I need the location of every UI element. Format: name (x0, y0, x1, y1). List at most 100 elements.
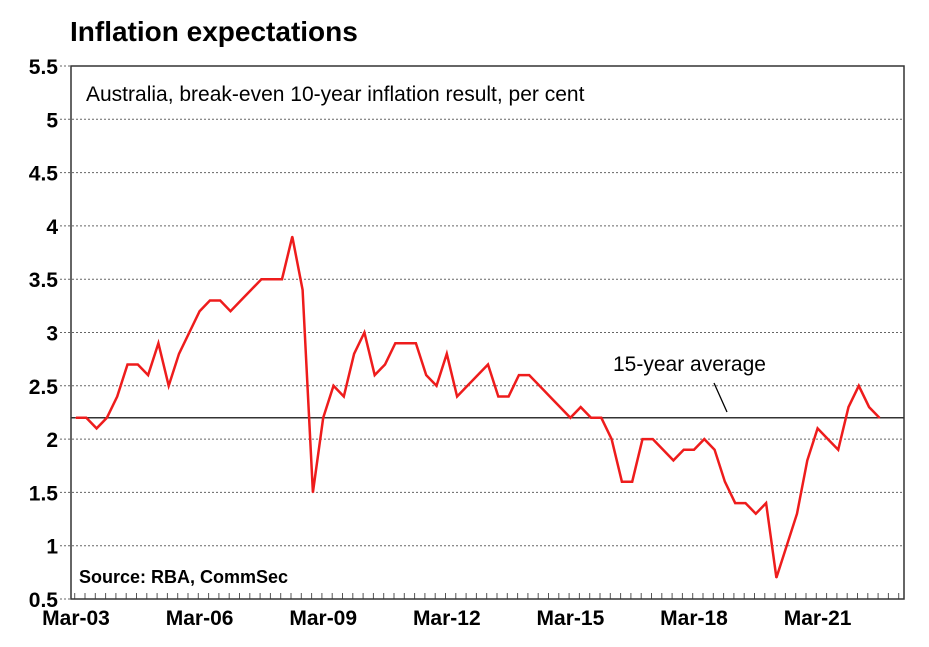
data-point (755, 512, 757, 515)
data-point (394, 342, 397, 344)
data-point (765, 502, 767, 504)
data-point (167, 385, 170, 387)
x-tick-label: Mar-12 (413, 607, 481, 630)
plot-frame (70, 65, 905, 600)
x-tick-label: Mar-21 (784, 607, 852, 630)
data-point (662, 448, 664, 451)
x-tick-label: Mar-15 (537, 607, 605, 630)
data-point (209, 299, 211, 302)
data-point (682, 448, 685, 451)
data-point (518, 374, 520, 376)
data-point (343, 395, 345, 398)
chart-subtitle: Australia, break-even 10-year inflation … (86, 83, 585, 106)
data-point (250, 289, 252, 291)
data-point (579, 406, 582, 408)
data-point (446, 353, 448, 355)
data-point (610, 438, 613, 440)
data-point (270, 278, 273, 281)
data-point (806, 459, 809, 462)
y-axis-ticks: 0.5 1 1.5 2 2.5 3 3.5 4 4.5 5 5.5 (29, 56, 59, 612)
data-point (466, 385, 469, 387)
data-point (229, 310, 232, 312)
data-point (600, 416, 603, 419)
data-point (157, 342, 160, 344)
source-note: Source: RBA, CommSec (79, 567, 288, 587)
data-point (847, 406, 850, 408)
data-point (796, 512, 798, 515)
data-point (631, 480, 633, 483)
data-point (641, 438, 644, 440)
data-point (672, 459, 675, 462)
y-tick-label: 1 (46, 536, 58, 559)
data-point (549, 395, 551, 398)
data-point (476, 374, 479, 376)
data-point (126, 363, 129, 366)
data-point (188, 331, 191, 334)
y-tick-label: 4.5 (29, 163, 59, 186)
data-points (75, 235, 881, 579)
data-point (456, 395, 458, 398)
data-point (353, 353, 355, 355)
chart-title: Inflation expectations (70, 16, 358, 47)
y-tick-label: 5.5 (29, 56, 59, 79)
y-tick-label: 3.5 (29, 269, 59, 292)
data-point (816, 427, 819, 430)
data-point (703, 438, 706, 440)
annotation-label: 15-year average (613, 353, 766, 376)
annotation-pointer (713, 382, 728, 413)
data-point (291, 235, 294, 238)
data-point (322, 416, 325, 419)
data-point (95, 427, 98, 430)
x-tick-label: Mar-09 (289, 607, 357, 630)
data-point (404, 342, 407, 344)
data-point (281, 278, 283, 281)
data-point (332, 385, 335, 387)
y-tick-label: 4 (46, 216, 58, 239)
data-point (621, 480, 623, 483)
data-point (878, 416, 881, 419)
data-point (219, 299, 221, 302)
data-point (301, 289, 304, 291)
data-point (569, 416, 572, 419)
data-point (734, 502, 736, 504)
data-point (538, 385, 541, 387)
y-tick-label: 3 (46, 323, 58, 346)
data-point (590, 416, 592, 419)
y-tick-label: 0.5 (29, 589, 59, 612)
data-point (85, 416, 88, 419)
data-point (425, 374, 428, 376)
data-point (137, 363, 139, 366)
y-tick-label: 2.5 (29, 376, 59, 399)
data-point (178, 353, 180, 355)
series-line-breakeven-inflation (76, 236, 881, 579)
data-point (652, 438, 654, 440)
data-point (507, 395, 510, 398)
x-tick-label: Mar-03 (42, 607, 110, 630)
data-point (198, 310, 201, 312)
data-point (312, 491, 314, 494)
data-point (693, 448, 695, 451)
y-tick-label: 1.5 (29, 482, 59, 505)
data-point (528, 374, 530, 376)
data-point (373, 374, 376, 376)
data-point (435, 385, 438, 387)
data-point (868, 406, 870, 408)
data-point (363, 331, 366, 334)
data-point (775, 576, 778, 579)
x-tick-label: Mar-06 (166, 607, 234, 630)
data-point (260, 278, 263, 281)
data-point (487, 363, 489, 366)
data-point (713, 448, 716, 451)
data-point (240, 299, 242, 302)
data-point (106, 416, 108, 419)
data-point (116, 395, 118, 398)
data-point (75, 416, 77, 419)
x-axis-ticks: Mar-03 Mar-06 Mar-09 Mar-12 Mar-15 Mar-18 Mar-… (42, 593, 900, 630)
data-point (415, 342, 417, 344)
data-point (384, 363, 386, 366)
data-point (724, 480, 726, 483)
data-point (744, 502, 747, 504)
gridlines (60, 65, 904, 600)
x-tick-label: Mar-18 (660, 607, 728, 630)
